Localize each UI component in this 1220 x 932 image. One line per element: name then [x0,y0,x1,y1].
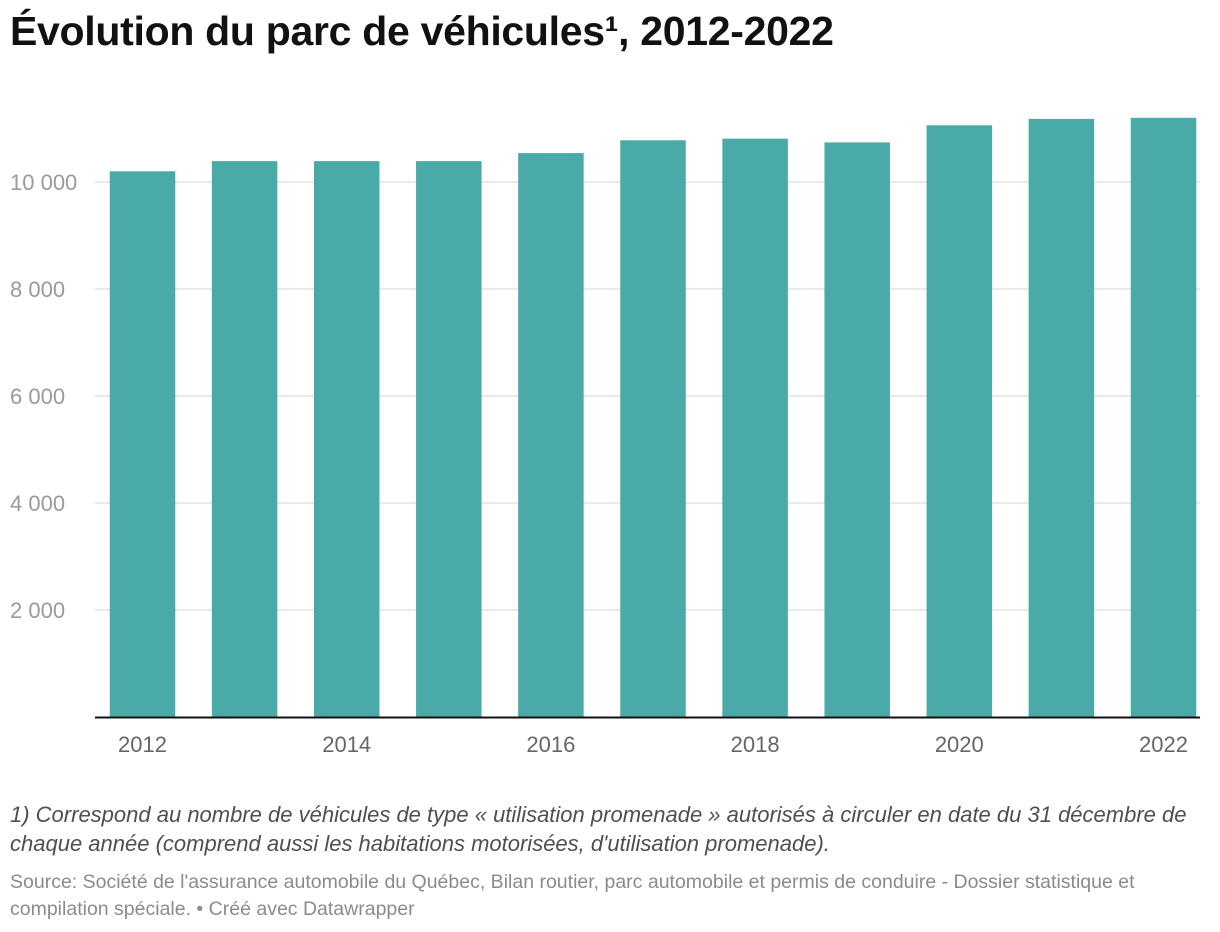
bars [109,117,1197,718]
footnote: 1) Correspond au nombre de véhicules de … [10,802,1187,856]
bar-2013 [211,161,278,717]
y-tick-label: 10 000 [10,170,77,195]
bar-2020 [926,125,993,718]
x-tick-label: 2014 [322,732,371,757]
bar-2019 [824,142,890,717]
x-tick-label: 2012 [118,732,167,757]
x-tick-label: 2020 [935,732,984,757]
y-tick-label: 2 000 [10,598,65,623]
x-tick-label: 2016 [526,732,575,757]
bar-2012 [109,171,176,718]
bar-2017 [620,140,686,717]
chart-title: Évolution du parc de véhicules¹, 2012-20… [10,8,834,54]
y-tick-label: 4 000 [10,491,65,516]
gridlines: 2 000 4 000 6 000 8 000 10 000 [10,170,1200,623]
y-tick-label: 6 000 [10,384,65,409]
y-tick-label: 8 000 [10,277,65,302]
bar-2015 [416,161,482,717]
bar-2021 [1028,118,1095,718]
axes: 2012 2014 2016 2018 2020 2022 [95,716,1200,757]
source-note: Source: Société de l'assurance automobil… [10,871,1135,920]
bar-2022 [1130,117,1197,718]
bar-2014 [313,161,380,717]
x-tick-label: 2022 [1139,732,1188,757]
bar-2016 [518,153,584,718]
x-tick-label: 2018 [731,732,780,757]
bar-2018 [722,138,788,718]
